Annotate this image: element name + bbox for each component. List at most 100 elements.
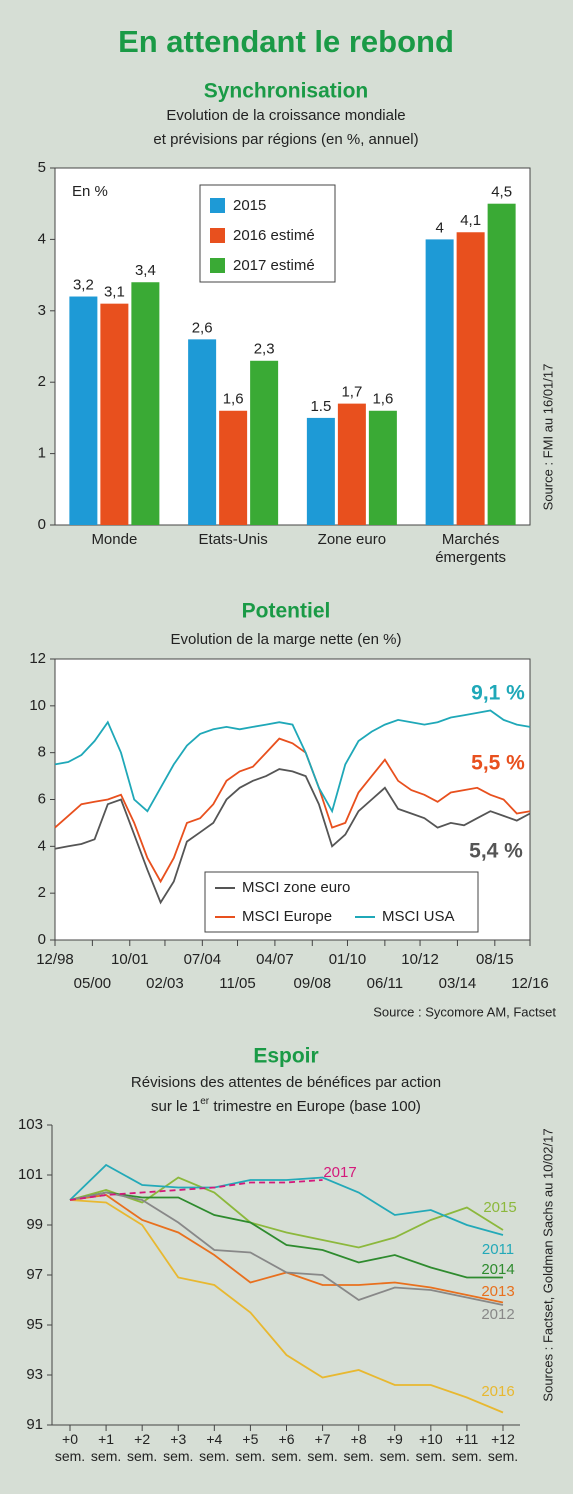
x-tick-label: Etats-Unis — [198, 531, 268, 548]
bar — [487, 203, 516, 525]
chart-subtitle: Evolution de la croissance mondiale — [166, 107, 405, 124]
x-tick-label: +8 sem. — [343, 1431, 374, 1464]
y-tick-label: 4 — [38, 230, 46, 247]
annotation: 5,5 % — [471, 752, 525, 775]
chart-subtitle: Révisions des attentes de bénéfices par … — [131, 1074, 441, 1091]
subtitle-part: sur le 1 — [151, 1098, 200, 1115]
y-tick-label: 99 — [26, 1216, 43, 1233]
x-tick-label: 08/15 — [476, 951, 514, 968]
series-line — [69, 1163, 504, 1236]
legend-swatch — [210, 258, 225, 273]
y-tick-label: 101 — [18, 1166, 43, 1183]
source: Source : FMI au 16/01/17 — [540, 364, 555, 511]
x-tick-label: 12/16 — [511, 975, 549, 992]
y-tick-label: 2 — [38, 373, 46, 390]
subtitle-part: Révisions des attentes de bénéfices par … — [131, 1074, 441, 1091]
source: Source : Sycomore AM, Factset — [373, 1004, 556, 1019]
bar — [337, 403, 366, 525]
source: Sources : Factset, Goldman Sachs au 10/0… — [540, 1128, 555, 1401]
bar — [368, 410, 397, 525]
subtitle-part: Evolution de la marge nette (en %) — [171, 631, 402, 648]
series-line — [69, 1194, 504, 1304]
series-line — [54, 709, 531, 814]
bar — [250, 360, 279, 525]
legend-box — [204, 871, 479, 933]
y-tick-label: 10 — [29, 697, 46, 714]
bar — [188, 339, 217, 525]
x-tick-label: +0 sem. — [54, 1431, 86, 1464]
value-label: 2,6 — [192, 319, 213, 336]
y-tick-label: 4 — [38, 837, 46, 854]
y-tick-label: 6 — [38, 790, 46, 807]
legend-label: MSCI USA — [382, 908, 455, 925]
value-label: 4,5 — [491, 184, 512, 201]
chart-title: Potentiel — [242, 600, 331, 623]
subtitle-part: et prévisions par régions (en %, annuel) — [153, 131, 418, 148]
x-tick-label: 11/05 — [219, 975, 255, 992]
y-tick-label: 93 — [26, 1366, 43, 1383]
x-tick-label: Marchés émergents — [435, 531, 507, 566]
x-tick-label: +4 sem. — [199, 1431, 230, 1464]
value-label: 3,1 — [104, 284, 125, 301]
legend-label: MSCI Europe — [242, 908, 332, 925]
x-tick-label: Zone euro — [317, 531, 387, 548]
series-line — [69, 1191, 504, 1306]
series-line — [69, 1199, 504, 1414]
bar — [69, 296, 98, 525]
x-tick-label: 05/00 — [74, 975, 112, 992]
chart-subtitle: Evolution de la marge nette (en %) — [171, 631, 402, 648]
bar — [456, 232, 485, 525]
chart-subtitle: et prévisions par régions (en %, annuel) — [153, 131, 418, 148]
x-tick-label: Monde — [91, 531, 138, 548]
y-tick-label: 95 — [26, 1316, 43, 1333]
legend-swatch — [210, 198, 225, 213]
annotation: En % — [72, 183, 108, 200]
x-tick-label: 09/08 — [294, 975, 332, 992]
value-label: 1,7 — [341, 384, 362, 401]
series-line — [54, 737, 531, 884]
x-tick-label: +10 sem. — [415, 1431, 446, 1464]
annotation: 5,4 % — [469, 840, 523, 863]
y-tick-label: 5 — [38, 159, 46, 176]
x-tick-label: 06/11 — [367, 975, 403, 992]
chart-title: Espoir — [253, 1045, 318, 1068]
subtitle-part: trimestre en Europe (base 100) — [209, 1098, 421, 1115]
x-tick-label: +11 sem. — [451, 1431, 483, 1464]
legend-swatch — [210, 228, 225, 243]
legend-label: 2017 estimé — [233, 257, 315, 274]
y-tick-label: 91 — [26, 1416, 43, 1433]
value-label: 1,6 — [223, 391, 244, 408]
y-tick-label: 0 — [38, 931, 46, 948]
x-tick-label: 02/03 — [146, 975, 184, 992]
x-tick-label: +5 sem. — [235, 1431, 266, 1464]
series-line — [69, 1191, 503, 1279]
subtitle-part: er — [200, 1096, 210, 1107]
x-tick-label: +1 sem. — [90, 1431, 122, 1464]
x-tick-label: 04/07 — [256, 951, 294, 968]
value-label: 2,3 — [254, 341, 275, 358]
series-label: 2012 — [481, 1306, 514, 1323]
x-tick-label: 12/98 — [36, 951, 74, 968]
x-tick-label: +6 sem. — [271, 1431, 302, 1464]
value-label: 4,1 — [460, 212, 481, 229]
value-label: 3,4 — [135, 262, 156, 279]
bar — [131, 282, 160, 525]
x-tick-label: 10/12 — [401, 951, 439, 968]
legend-label: MSCI zone euro — [242, 879, 350, 896]
series-line — [69, 1176, 504, 1249]
series-label: 2017 — [323, 1164, 356, 1181]
series-line — [69, 1179, 323, 1201]
x-tick-label: +2 sem. — [126, 1431, 158, 1464]
x-tick-label: +12 sem. — [487, 1431, 519, 1464]
x-tick-label: 03/14 — [439, 975, 477, 992]
y-tick-label: 3 — [38, 302, 46, 319]
bar — [100, 303, 129, 525]
legend-label: 2016 estimé — [233, 227, 315, 244]
chart-subtitle: sur le 1er trimestre en Europe (base 100… — [151, 1096, 421, 1115]
series-label: 2015 — [483, 1199, 516, 1216]
bar — [425, 239, 454, 525]
value-label: 4 — [435, 219, 443, 236]
y-tick-label: 103 — [18, 1116, 43, 1133]
